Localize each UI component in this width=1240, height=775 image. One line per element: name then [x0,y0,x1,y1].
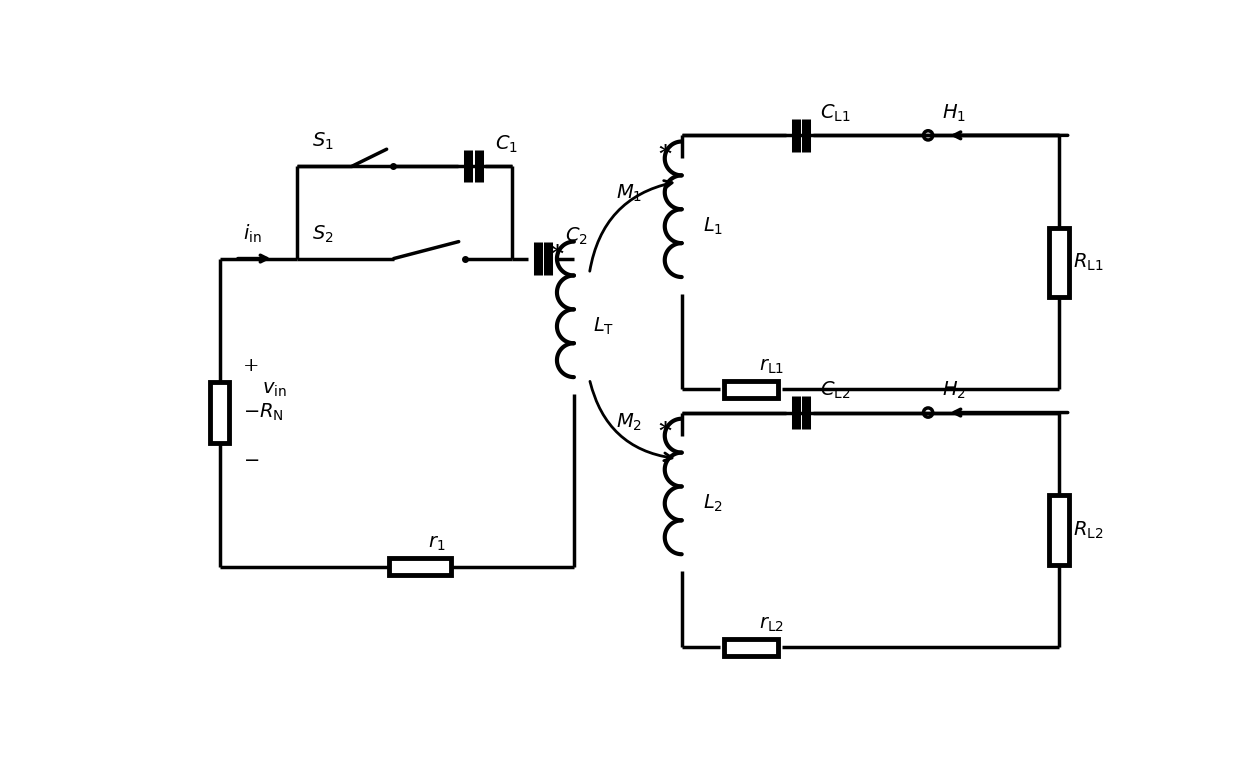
Text: $M_1$: $M_1$ [616,182,642,204]
Text: $S_1$: $S_1$ [312,131,334,153]
Text: $R_\mathrm{L2}$: $R_\mathrm{L2}$ [1073,519,1104,541]
Text: $C_\mathrm{L1}$: $C_\mathrm{L1}$ [821,102,851,124]
FancyBboxPatch shape [1049,495,1069,565]
Text: $M_2$: $M_2$ [616,412,642,433]
Text: $-R_\mathrm{N}$: $-R_\mathrm{N}$ [243,402,284,423]
Text: $r_\mathrm{L1}$: $r_\mathrm{L1}$ [759,357,784,376]
Text: $H_1$: $H_1$ [942,102,966,124]
FancyBboxPatch shape [724,381,777,398]
Text: *: * [658,143,671,167]
Text: $L_1$: $L_1$ [703,215,723,237]
Text: $L_\mathrm{T}$: $L_\mathrm{T}$ [593,315,614,337]
Text: $C_2$: $C_2$ [564,226,588,247]
Text: $R_\mathrm{L1}$: $R_\mathrm{L1}$ [1073,252,1104,273]
Text: +: + [243,357,259,375]
Text: $C_\mathrm{L2}$: $C_\mathrm{L2}$ [821,380,851,401]
Text: $S_2$: $S_2$ [312,223,334,245]
Text: $v_\mathrm{in}$: $v_\mathrm{in}$ [262,381,286,398]
Text: $r_\mathrm{L2}$: $r_\mathrm{L2}$ [759,615,784,633]
FancyBboxPatch shape [210,382,229,443]
FancyBboxPatch shape [724,639,777,656]
FancyBboxPatch shape [389,558,450,575]
Text: $r_1$: $r_1$ [428,535,445,553]
Text: *: * [551,243,563,267]
Text: $-$: $-$ [243,449,259,468]
Text: $C_1$: $C_1$ [495,133,518,154]
Text: $i_\mathrm{in}$: $i_\mathrm{in}$ [243,222,262,245]
Text: $L_2$: $L_2$ [703,493,723,514]
FancyBboxPatch shape [1049,228,1069,297]
Text: $H_2$: $H_2$ [942,380,966,401]
Text: *: * [658,420,671,444]
